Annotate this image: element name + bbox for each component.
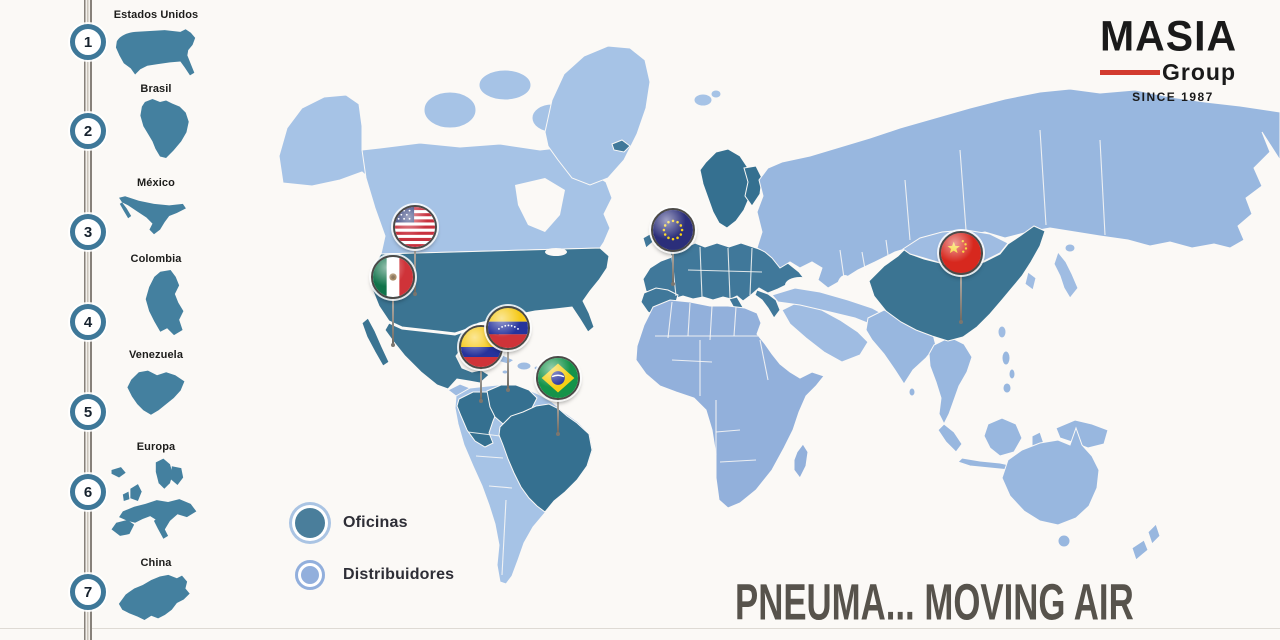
legend-label: Oficinas [343,514,408,531]
step-circle-5: 5 [70,394,106,430]
colombia-silhouette-icon [145,270,184,336]
sidebar-label-venezuela: Venezuela [128,349,184,361]
sidebar-label-colombia: Colombia [130,253,182,265]
brazil-flag-icon [536,356,580,400]
venezuela-silhouette-icon [127,370,185,415]
pin-brazil-stick [556,397,560,436]
distribuidores-marker-icon [295,560,325,590]
map-indochina [928,336,973,426]
map-africa [635,299,825,509]
pin-china-stick [959,272,963,324]
step-circle-6: 6 [70,474,106,510]
step-number: 6 [83,483,93,501]
map-brazil [498,403,593,513]
map-japan [1053,250,1079,299]
logo-red-line [1100,70,1160,75]
pin-venezuela-stick [506,347,510,392]
sidebar-label-mexico: México [137,177,175,189]
map-iceland [611,139,631,153]
pin-china[interactable] [939,231,983,324]
mexico-flag-icon [371,255,415,299]
pin-mexico[interactable] [371,255,415,347]
map-australia [1001,426,1100,526]
step-circle-3: 3 [70,214,106,250]
step-number: 5 [83,403,93,421]
venezuela-flag-icon [486,306,530,350]
legend-item-oficinas: Oficinas [295,508,454,538]
map-china [868,225,1046,342]
map-legend: Oficinas Distribuidores [295,508,454,612]
pin-brazil[interactable] [536,356,580,436]
pin-usa-stick [413,246,417,296]
map-scandinavia [699,148,753,229]
pin-usa[interactable] [393,205,437,296]
sidebar-label-estados-unidos: Estados Unidos [113,9,199,21]
sidebar-label-brasil: Brasil [140,83,172,95]
usa-silhouette-icon [115,29,196,76]
step-number: 3 [83,223,93,241]
logo-group-text: Group [1162,59,1236,85]
map-greenland [544,45,651,186]
map-madagascar [793,443,809,479]
pin-europe[interactable] [651,208,695,286]
masia-group-logo: MASIA Group SINCE 1987 [1100,11,1246,104]
oficinas-marker-icon [295,508,325,538]
step-number: 7 [83,583,93,601]
china-flag-icon [939,231,983,275]
step-circle-2: 2 [70,113,106,149]
sidebar-label-europa: Europa [136,441,176,453]
step-number: 1 [83,33,93,51]
step-circle-4: 4 [70,304,106,340]
logo-brand-text: MASIA [1100,11,1238,61]
pin-europe-stick [671,249,675,286]
brazil-silhouette-icon [140,99,189,158]
map-baja [361,317,390,367]
step-number: 4 [83,313,93,331]
sidebar-label-china: China [140,557,172,569]
logo-since-text: SINCE 1987 [1132,90,1214,104]
europe-silhouette-icon [111,458,197,539]
eu-flag-icon [651,208,695,252]
pin-mexico-stick [391,296,395,347]
legend-label: Distribuidores [343,566,455,583]
legend-item-distribuidores: Distribuidores [295,560,454,590]
map-borneo [983,417,1023,457]
map-new-guinea [1055,419,1109,449]
pin-colombia-stick [479,366,483,403]
step-circle-1: 1 [70,24,106,60]
tagline: PNEUMA... MOVING AIR [735,573,1134,631]
map-korea [1024,271,1037,291]
mexico-silhouette-icon [119,196,186,235]
usa-flag-icon [393,205,437,249]
step-number: 2 [83,122,93,140]
china-silhouette-icon [118,574,190,621]
bottom-divider [0,628,1280,629]
pin-venezuela[interactable] [486,306,530,392]
step-circle-7: 7 [70,574,106,610]
